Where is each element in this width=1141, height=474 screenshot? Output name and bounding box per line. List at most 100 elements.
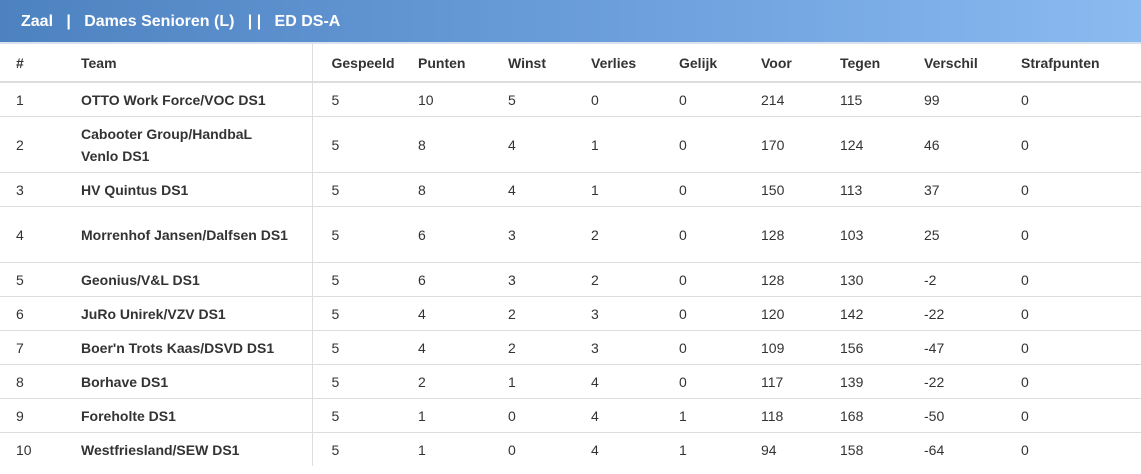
cell-rank: 10 bbox=[0, 432, 81, 466]
cell-voor: 128 bbox=[761, 206, 840, 263]
cell-punten: 1 bbox=[418, 432, 508, 466]
cell-verlies: 2 bbox=[591, 262, 679, 297]
table-row: 1 OTTO Work Force/VOC DS1 5 10 5 0 0 214 115 99 0 bbox=[0, 81, 1141, 117]
cell-gespeeld: 5 bbox=[312, 81, 418, 117]
column-header-gespeeld[interactable]: Gespeeld bbox=[312, 44, 418, 83]
cell-rank: 2 bbox=[0, 116, 81, 173]
cell-rank: 5 bbox=[0, 262, 81, 297]
breadcrumb-item-poule[interactable]: ED DS-A bbox=[274, 13, 341, 30]
table-row: 5 Geonius/V&L DS1 5 6 3 2 0 128 130 -2 0 bbox=[0, 262, 1141, 297]
cell-gelijk: 0 bbox=[679, 330, 761, 365]
cell-tegen: 142 bbox=[840, 296, 924, 331]
cell-verschil: -47 bbox=[924, 330, 1021, 365]
cell-rank: 3 bbox=[0, 172, 81, 207]
cell-strafpunten: 0 bbox=[1021, 296, 1141, 331]
cell-strafpunten: 0 bbox=[1021, 116, 1141, 173]
cell-tegen: 115 bbox=[840, 81, 924, 117]
cell-verlies: 1 bbox=[591, 172, 679, 207]
cell-verlies: 2 bbox=[591, 206, 679, 263]
cell-rank: 7 bbox=[0, 330, 81, 365]
table-row: 6 JuRo Unirek/VZV DS1 5 4 2 3 0 120 142 -22 0 bbox=[0, 296, 1141, 331]
cell-gespeeld: 5 bbox=[312, 172, 418, 207]
cell-gespeeld: 5 bbox=[312, 262, 418, 297]
column-header-voor[interactable]: Voor bbox=[761, 44, 840, 83]
cell-team[interactable]: Borhave DS1 bbox=[81, 364, 313, 399]
cell-punten: 8 bbox=[418, 116, 508, 173]
cell-strafpunten: 0 bbox=[1021, 262, 1141, 297]
breadcrumb-item-zaal[interactable]: Zaal bbox=[21, 13, 54, 30]
cell-team[interactable]: Foreholte DS1 bbox=[81, 398, 313, 433]
cell-gelijk: 0 bbox=[679, 262, 761, 297]
cell-gespeeld: 5 bbox=[312, 206, 418, 263]
cell-verlies: 4 bbox=[591, 398, 679, 433]
cell-team[interactable]: Westfriesland/SEW DS1 bbox=[81, 432, 313, 466]
cell-strafpunten: 0 bbox=[1021, 432, 1141, 466]
breadcrumb-item-dames-senioren[interactable]: Dames Senioren (L) bbox=[84, 13, 235, 30]
cell-tegen: 130 bbox=[840, 262, 924, 297]
column-header-strafpunten[interactable]: Strafpunten bbox=[1021, 44, 1141, 83]
cell-team[interactable]: Cabooter Group/HandbaL Venlo DS1 bbox=[81, 116, 313, 173]
cell-voor: 117 bbox=[761, 364, 840, 399]
cell-gelijk: 0 bbox=[679, 172, 761, 207]
column-header-verschil[interactable]: Verschil bbox=[924, 44, 1021, 83]
cell-tegen: 156 bbox=[840, 330, 924, 365]
cell-punten: 8 bbox=[418, 172, 508, 207]
standings-table: # Team Gespeeld Punten Winst Verlies Gelijk Voo… bbox=[0, 44, 1141, 466]
column-header-punten[interactable]: Punten bbox=[418, 44, 508, 83]
cell-tegen: 139 bbox=[840, 364, 924, 399]
cell-winst: 2 bbox=[508, 330, 591, 365]
cell-team[interactable]: Morrenhof Jansen/Dalfsen DS1 bbox=[81, 206, 313, 263]
table-row: 3 HV Quintus DS1 5 8 4 1 0 150 113 37 0 bbox=[0, 172, 1141, 207]
cell-tegen: 168 bbox=[840, 398, 924, 433]
cell-rank: 9 bbox=[0, 398, 81, 433]
cell-gelijk: 1 bbox=[679, 398, 761, 433]
cell-gelijk: 0 bbox=[679, 296, 761, 331]
table-row: 4 Morrenhof Jansen/Dalfsen DS1 5 6 3 2 0 128 103… bbox=[0, 206, 1141, 263]
cell-verlies: 4 bbox=[591, 432, 679, 466]
cell-verschil: 25 bbox=[924, 206, 1021, 263]
cell-gespeeld: 5 bbox=[312, 116, 418, 173]
cell-winst: 4 bbox=[508, 172, 591, 207]
cell-punten: 2 bbox=[418, 364, 508, 399]
cell-gelijk: 0 bbox=[679, 206, 761, 263]
cell-verschil: 37 bbox=[924, 172, 1021, 207]
cell-punten: 4 bbox=[418, 296, 508, 331]
table-row: 7 Boer'n Trots Kaas/DSVD DS1 5 4 2 3 0 109 156 -4… bbox=[0, 330, 1141, 365]
cell-strafpunten: 0 bbox=[1021, 330, 1141, 365]
cell-gelijk: 0 bbox=[679, 116, 761, 173]
cell-verlies: 4 bbox=[591, 364, 679, 399]
cell-verschil: -64 bbox=[924, 432, 1021, 466]
breadcrumb: Zaal | Dames Senioren (L) | | ED DS-A bbox=[0, 0, 1141, 44]
cell-gespeeld: 5 bbox=[312, 330, 418, 365]
cell-team[interactable]: HV Quintus DS1 bbox=[81, 172, 313, 207]
cell-tegen: 113 bbox=[840, 172, 924, 207]
cell-team[interactable]: Boer'n Trots Kaas/DSVD DS1 bbox=[81, 330, 313, 365]
cell-team[interactable]: JuRo Unirek/VZV DS1 bbox=[81, 296, 313, 331]
cell-winst: 5 bbox=[508, 81, 591, 117]
column-header-verlies[interactable]: Verlies bbox=[591, 44, 679, 83]
cell-voor: 170 bbox=[761, 116, 840, 173]
breadcrumb-separator: | bbox=[66, 13, 71, 30]
column-header-gelijk[interactable]: Gelijk bbox=[679, 44, 761, 83]
column-header-tegen[interactable]: Tegen bbox=[840, 44, 924, 83]
cell-gelijk: 0 bbox=[679, 364, 761, 399]
column-header-winst[interactable]: Winst bbox=[508, 44, 591, 83]
cell-voor: 109 bbox=[761, 330, 840, 365]
cell-winst: 3 bbox=[508, 262, 591, 297]
cell-tegen: 158 bbox=[840, 432, 924, 466]
table-row: 10 Westfriesland/SEW DS1 5 1 0 4 1 94 158 -64 0 bbox=[0, 432, 1141, 466]
cell-voor: 94 bbox=[761, 432, 840, 466]
cell-winst: 0 bbox=[508, 432, 591, 466]
column-header-rank[interactable]: # bbox=[0, 44, 81, 83]
cell-team[interactable]: Geonius/V&L DS1 bbox=[81, 262, 313, 297]
breadcrumb-separator: | | bbox=[247, 13, 262, 30]
cell-winst: 2 bbox=[508, 296, 591, 331]
column-header-team[interactable]: Team bbox=[81, 44, 313, 83]
cell-verschil: -22 bbox=[924, 296, 1021, 331]
table-body: 1 OTTO Work Force/VOC DS1 5 10 5 0 0 214 115 99 0 2… bbox=[0, 81, 1141, 466]
cell-team[interactable]: OTTO Work Force/VOC DS1 bbox=[81, 81, 313, 117]
cell-voor: 214 bbox=[761, 81, 840, 117]
cell-gelijk: 0 bbox=[679, 81, 761, 117]
cell-tegen: 103 bbox=[840, 206, 924, 263]
cell-strafpunten: 0 bbox=[1021, 172, 1141, 207]
